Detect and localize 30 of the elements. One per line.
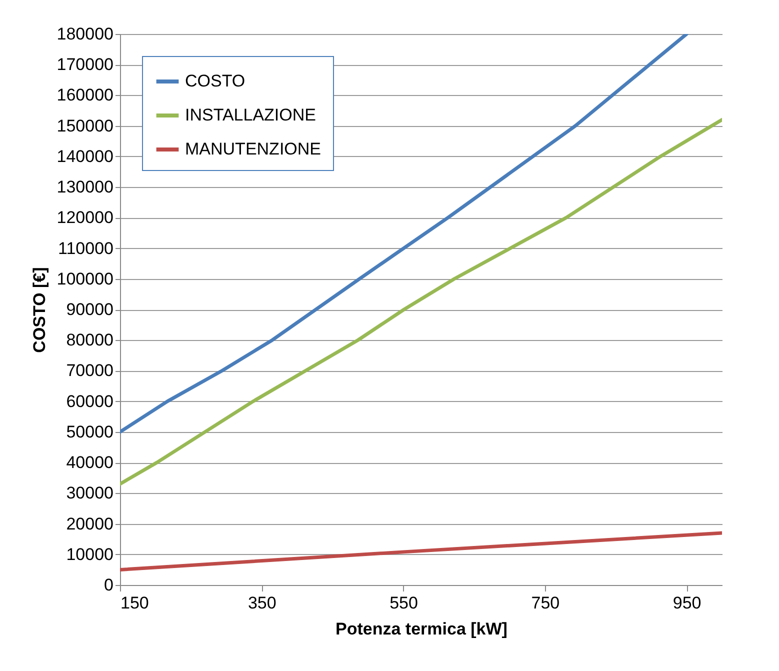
line-series [120,34,688,434]
y-tick-label: 30000 [66,484,114,503]
y-tick-label: 20000 [66,514,114,534]
y-tick-label: 100000 [56,269,114,288]
y-tick-label: 170000 [56,55,114,74]
legend-label: MANUTENZIONE [185,140,321,158]
x-tick-label: 350 [248,594,276,612]
y-tick-label: 180000 [56,24,114,44]
y-tick-label: 10000 [66,544,114,564]
y-tick-label: 110000 [58,238,114,258]
legend-label: INSTALLAZIONE [185,106,316,124]
y-tick-label: 140000 [56,146,114,166]
x-axis-title: Potenza termica [kW] [336,620,508,638]
y-tick-label: 120000 [56,208,114,228]
y-axis-title: COSTO [€] [30,267,49,353]
y-tick-label: 50000 [66,422,114,442]
y-tick-label: 40000 [66,453,114,472]
y-tick-label: 160000 [56,86,114,105]
y-tick-label: 0 [104,576,114,594]
x-tick-label: 950 [672,594,702,612]
x-tick-label: 150 [120,594,149,612]
x-tick-label: 550 [390,594,418,612]
y-tick-label: 130000 [56,178,114,197]
y-tick-label: 60000 [66,392,114,411]
legend-label: COSTO [185,72,246,90]
x-tick-label: 750 [531,594,560,612]
y-tick-label: 70000 [66,361,114,380]
y-tick-label: 80000 [66,330,114,350]
y-tick-label: 150000 [56,116,114,136]
y-tick-label: 90000 [66,300,114,319]
